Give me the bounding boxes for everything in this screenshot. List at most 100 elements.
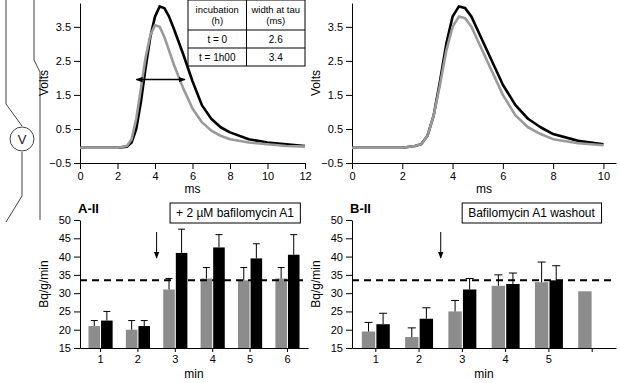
tick: 6	[284, 348, 290, 365]
tick: 2.5	[328, 55, 352, 67]
tick: 2	[400, 163, 406, 182]
y-axis: −0.50.51.52.53.5	[49, 4, 80, 170]
error-bar	[451, 300, 459, 311]
tick: 0	[349, 163, 355, 182]
tick: 25	[59, 305, 80, 317]
bar	[238, 280, 250, 348]
annotation: Bafilomycin A1 washout	[468, 206, 595, 220]
tick-label: 4	[503, 353, 509, 365]
tick: 40	[331, 251, 352, 263]
tick-label: −0.5	[49, 157, 71, 169]
tick: 8	[551, 163, 557, 182]
tick-mark	[287, 348, 288, 352]
table-cell: 2.6	[269, 34, 283, 45]
tick-mark	[375, 348, 376, 352]
tick: 25	[331, 305, 352, 317]
tick-mark	[230, 163, 231, 169]
tick-mark	[74, 311, 80, 312]
tick-label: 30	[59, 287, 71, 299]
tick-label: 50	[331, 214, 343, 226]
bar	[288, 255, 300, 348]
bar	[535, 282, 548, 348]
treatment-arrow	[156, 232, 157, 258]
tick: 45	[331, 232, 352, 244]
tick-mark	[402, 163, 403, 169]
tick-label: 20	[331, 324, 343, 336]
tick-label: 6	[500, 170, 506, 182]
tick-mark	[155, 163, 156, 169]
error-bar	[253, 244, 260, 259]
tick-label: 35	[59, 269, 71, 281]
tick-mark	[193, 163, 194, 169]
line-chart: 0246810−0.50.51.52.53.5Voltsms	[309, 4, 616, 197]
tick-label: 8	[227, 170, 233, 182]
table-cell: t = 1h00	[199, 52, 236, 63]
tick-mark	[462, 348, 463, 352]
tick: 2	[115, 163, 121, 182]
table-rule	[246, 0, 247, 66]
tick: 40	[59, 251, 80, 263]
error-bar	[91, 321, 98, 326]
y-axis-title: Bq/g/min	[37, 260, 51, 307]
tick-label: 3.5	[56, 21, 71, 33]
tick-label: 4	[152, 170, 158, 182]
tick: 4	[152, 163, 158, 182]
tick: 15	[331, 342, 352, 354]
tick-mark	[74, 61, 80, 62]
tick-label: 15	[59, 342, 71, 354]
x-axis-title: ms	[185, 182, 201, 196]
panel-label: A-II	[78, 201, 99, 216]
axis-line	[353, 348, 617, 349]
tick-label: 2	[416, 353, 422, 365]
tick: 30	[59, 287, 80, 299]
reference-line	[80, 279, 308, 281]
tick-mark	[212, 348, 213, 352]
text-line: (h)	[211, 15, 223, 26]
y-axis: 1520253035404550	[59, 214, 81, 354]
tick-label: 0	[77, 170, 83, 182]
bar	[463, 289, 476, 348]
tick-label: 0	[349, 170, 355, 182]
bar	[126, 330, 138, 348]
bar	[163, 289, 175, 348]
tick-mark	[346, 61, 352, 62]
reference-line	[352, 279, 616, 281]
axis-line	[81, 348, 309, 349]
tick-mark	[453, 163, 454, 169]
tick: −0.5	[49, 157, 80, 169]
tick: 1	[97, 348, 103, 365]
x-axis: 024681012	[77, 163, 311, 182]
tick-label: 10	[598, 170, 610, 182]
y-axis: −0.50.51.52.53.5	[321, 4, 352, 170]
inset-table: incubation(h)width at tau(ms)t = 02.6t =…	[188, 0, 305, 66]
tick-label: 15	[331, 342, 343, 354]
tick-mark	[346, 275, 352, 276]
data-line	[352, 17, 603, 148]
tick: 5	[247, 348, 253, 365]
annotation-box	[170, 203, 300, 223]
table-header: incubation(h)	[196, 4, 239, 26]
tick: 4	[503, 348, 509, 365]
tick-label: 35	[331, 269, 343, 281]
bar	[492, 286, 505, 348]
tick: 2	[416, 348, 422, 365]
tick-mark	[74, 220, 80, 221]
plot-area	[352, 262, 616, 348]
tick: 3	[172, 348, 178, 365]
x-axis: 12345	[353, 348, 617, 365]
tick-mark	[175, 348, 176, 352]
x-axis: 0246810	[349, 163, 616, 182]
tick: 45	[59, 232, 80, 244]
tick: 10	[598, 163, 610, 182]
tick-mark	[548, 348, 549, 352]
tick-mark	[74, 129, 80, 130]
tick-label: 2	[400, 170, 406, 182]
tick: 20	[331, 324, 352, 336]
tick: 10	[262, 163, 274, 182]
figure: V024681012−0.50.51.52.53.5incubation(h)w…	[0, 0, 620, 383]
tick-label: 6	[190, 170, 196, 182]
tick-mark	[118, 163, 119, 169]
table-rule	[188, 48, 305, 49]
axis-line	[80, 221, 81, 349]
tick: −0.5	[321, 157, 352, 169]
